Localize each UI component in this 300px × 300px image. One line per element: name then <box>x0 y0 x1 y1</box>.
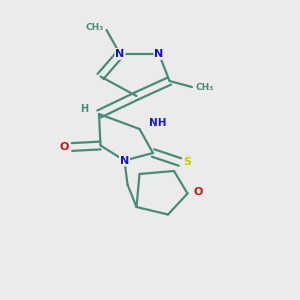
Text: H: H <box>80 104 88 115</box>
Text: S: S <box>183 157 191 167</box>
Text: O: O <box>194 187 203 197</box>
Text: O: O <box>60 142 69 152</box>
Text: N: N <box>154 49 164 59</box>
Text: NH: NH <box>148 118 166 128</box>
Text: N: N <box>116 49 124 59</box>
Text: CH₃: CH₃ <box>85 22 103 32</box>
Text: N: N <box>120 155 129 166</box>
Text: CH₃: CH₃ <box>195 82 213 91</box>
